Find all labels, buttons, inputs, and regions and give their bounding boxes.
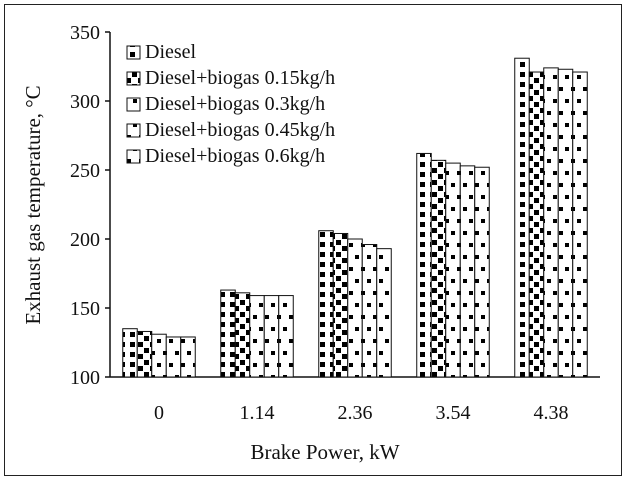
y-tick-label: 150 <box>70 298 100 320</box>
bars <box>122 57 588 378</box>
legend-label: Diesel+biogas 0.45kg/h <box>145 119 335 141</box>
bar <box>430 159 447 378</box>
bar <box>220 289 236 378</box>
y-tick-label: 100 <box>70 367 100 389</box>
legend-swatch <box>126 123 141 138</box>
legend: Diesel Diesel+biogas 0.15kg/h Diesel+bioga… <box>126 41 335 167</box>
x-axis-title: Brake Power, kW <box>250 440 399 464</box>
bar <box>180 336 196 378</box>
bar <box>459 165 476 378</box>
y-tick-label: 300 <box>70 91 100 113</box>
bar <box>543 67 559 378</box>
bar <box>376 248 392 378</box>
bar <box>332 232 349 378</box>
legend-swatch <box>126 149 141 164</box>
legend-label: Diesel+biogas 0.6kg/h <box>145 145 325 167</box>
bar <box>572 71 588 378</box>
legend-swatch <box>126 71 141 86</box>
bar <box>347 238 363 378</box>
y-axis-title: Exhaust gas temperature, °C <box>21 85 45 324</box>
x-ticks: 0 1.14 2.36 3.54 4.38 <box>154 402 569 424</box>
legend-label: Diesel <box>145 41 197 63</box>
bar <box>557 68 574 378</box>
bar <box>361 244 378 378</box>
legend-label: Diesel+biogas 0.3kg/h <box>145 93 325 115</box>
bar <box>151 333 167 378</box>
bar <box>416 152 432 378</box>
bar <box>278 295 294 378</box>
bar <box>122 328 138 378</box>
bar <box>474 166 490 378</box>
bar <box>318 230 334 378</box>
x-tick-label: 4.38 <box>534 402 569 424</box>
y-ticks: 100 150 200 250 300 350 <box>70 22 110 389</box>
legend-label: Diesel+biogas 0.15kg/h <box>145 67 335 89</box>
bar <box>165 336 182 378</box>
bar <box>528 71 545 378</box>
y-tick-label: 250 <box>70 160 100 182</box>
x-tick-label: 1.14 <box>240 402 275 424</box>
y-tick-label: 200 <box>70 229 100 251</box>
legend-swatch <box>126 45 141 60</box>
x-tick-label: 2.36 <box>338 402 373 424</box>
x-tick-label: 3.54 <box>436 402 471 424</box>
legend-swatch <box>126 97 141 112</box>
bar <box>445 162 461 378</box>
bar <box>263 295 280 378</box>
x-tick-label: 0 <box>154 402 164 424</box>
bar <box>249 295 265 378</box>
y-tick-label: 350 <box>70 22 100 44</box>
bar <box>514 57 530 378</box>
bar <box>136 330 153 378</box>
bar <box>234 292 251 378</box>
